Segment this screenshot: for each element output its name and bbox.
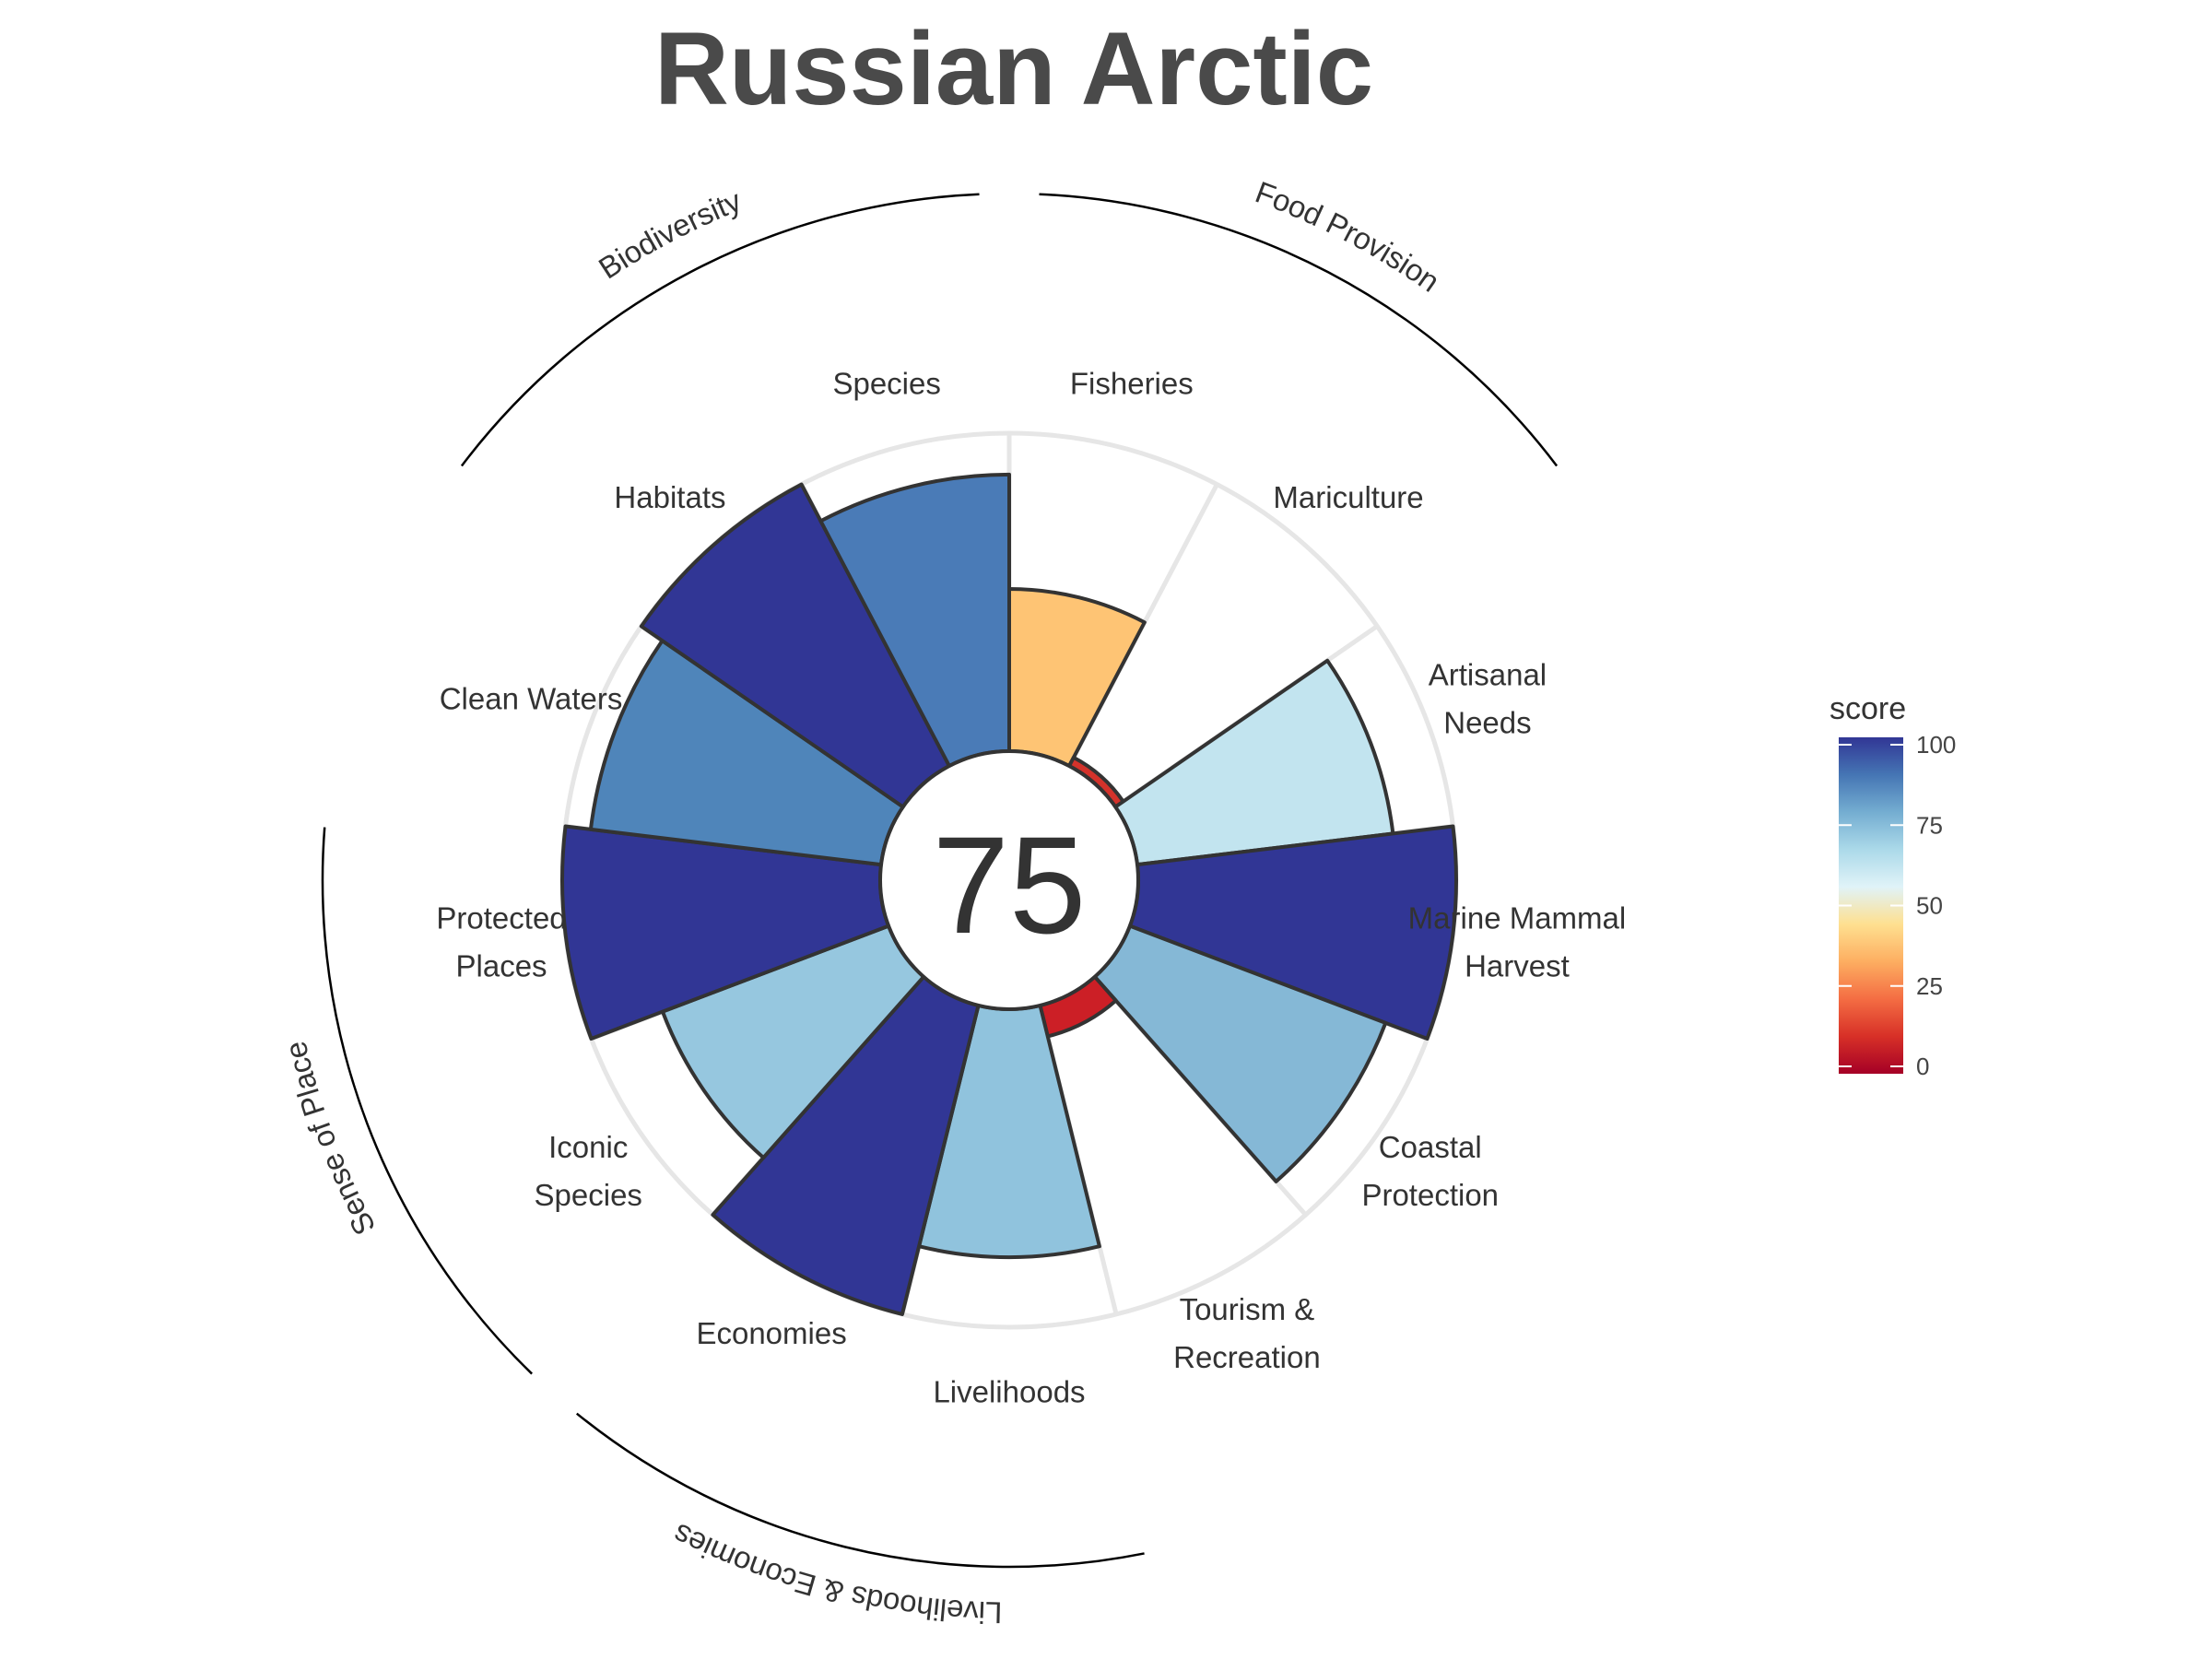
group-arc	[1039, 193, 1559, 467]
goal-label: Habitats	[614, 480, 725, 514]
petal-bar	[1113, 658, 1395, 867]
goal-label: Artisanal Needs	[1429, 658, 1547, 740]
group-arc	[575, 1412, 1145, 1569]
group-arc	[460, 193, 980, 467]
goal-label: Protected Places	[436, 900, 566, 982]
center-circle	[878, 749, 1140, 1011]
goal-label: Species	[832, 367, 940, 401]
goal-label: Marine Mammal Harvest	[1408, 900, 1627, 982]
goal-label: Mariculture	[1273, 480, 1423, 514]
petal-bar	[1007, 587, 1147, 769]
group-label: Livelihoods & Economies	[667, 1517, 1003, 1630]
legend-tick-label: 100	[1916, 731, 1956, 759]
legend-tick-label: 25	[1916, 972, 1943, 1000]
center-score: 75	[933, 807, 1087, 962]
legend-title: score	[1830, 691, 1906, 726]
legend-tick-label: 50	[1916, 892, 1943, 920]
goal-label: Iconic Species	[535, 1130, 642, 1212]
goal-label: Economies	[696, 1316, 846, 1350]
group-label: Food Provision	[1251, 174, 1445, 299]
legend-tick-label: 75	[1916, 811, 1943, 839]
goal-label: Tourism & Recreation	[1173, 1292, 1321, 1374]
goal-label: Fisheries	[1070, 367, 1194, 401]
group-label: Biodiversity	[593, 183, 747, 286]
legend-tick-label: 0	[1916, 1053, 1929, 1080]
goal-label: Clean Waters	[440, 682, 623, 716]
group-label: Sense of Place	[278, 1038, 382, 1241]
chart-title: Russian Arctic	[653, 11, 1374, 126]
group-arc	[321, 827, 533, 1375]
goal-label: Coastal Protection	[1361, 1130, 1499, 1212]
goal-label: Livelihoods	[933, 1375, 1085, 1409]
